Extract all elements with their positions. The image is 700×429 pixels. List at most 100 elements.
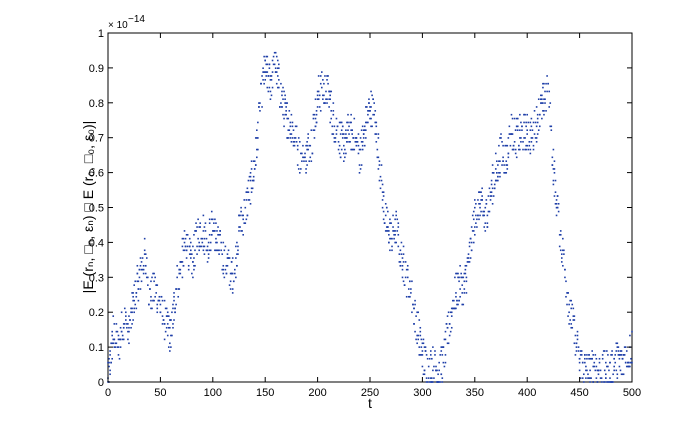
data-point xyxy=(224,245,227,248)
data-point xyxy=(293,144,296,147)
data-point xyxy=(440,373,443,376)
data-point xyxy=(519,129,521,131)
data-point xyxy=(496,179,498,182)
data-point xyxy=(318,106,321,108)
data-point xyxy=(566,292,568,294)
data-point xyxy=(171,311,173,314)
data-point xyxy=(617,346,620,348)
data-point xyxy=(385,230,388,232)
data-point xyxy=(308,160,311,162)
data-point xyxy=(275,71,278,73)
data-point xyxy=(345,129,347,131)
data-point xyxy=(606,365,608,368)
data-point xyxy=(153,299,155,302)
data-point xyxy=(569,299,571,302)
data-point xyxy=(502,160,504,162)
data-point xyxy=(592,365,595,368)
data-point xyxy=(113,338,116,341)
data-point xyxy=(449,311,452,314)
data-point xyxy=(585,377,587,379)
data-point xyxy=(257,137,259,139)
data-point xyxy=(329,94,331,97)
data-point xyxy=(630,357,632,360)
data-point xyxy=(333,137,336,139)
data-point xyxy=(325,90,327,93)
data-point xyxy=(362,137,365,139)
data-point xyxy=(366,106,368,108)
data-point xyxy=(529,148,532,151)
data-point xyxy=(527,148,530,151)
data-point xyxy=(275,82,278,85)
data-point xyxy=(428,357,431,360)
data-point xyxy=(385,206,388,209)
data-point xyxy=(278,79,280,81)
data-point xyxy=(418,354,421,356)
data-point xyxy=(404,276,407,279)
data-point xyxy=(155,292,158,294)
data-point xyxy=(474,206,476,209)
data-point xyxy=(509,133,512,135)
data-point xyxy=(172,307,174,310)
data-point xyxy=(585,365,587,368)
data-point xyxy=(449,330,452,333)
data-point xyxy=(120,330,123,333)
data-point xyxy=(575,342,578,345)
data-point xyxy=(348,125,350,128)
data-point xyxy=(545,82,547,85)
data-point xyxy=(136,280,139,283)
data-point xyxy=(278,63,280,66)
data-point xyxy=(237,253,239,255)
data-point xyxy=(252,175,255,178)
data-point xyxy=(456,299,458,302)
data-point xyxy=(616,342,619,345)
data-point xyxy=(498,172,500,174)
data-point xyxy=(113,346,116,348)
data-point xyxy=(481,199,483,201)
data-point xyxy=(617,354,620,356)
data-point xyxy=(224,268,227,271)
data-point xyxy=(436,369,438,372)
data-point xyxy=(169,350,171,352)
data-point xyxy=(206,249,209,252)
data-point xyxy=(477,214,479,217)
data-point xyxy=(109,354,111,356)
data-point xyxy=(553,168,556,170)
data-point xyxy=(360,141,363,143)
data-point xyxy=(424,346,427,348)
data-point xyxy=(450,315,453,317)
data-point xyxy=(209,241,212,244)
data-point xyxy=(285,113,287,116)
data-point xyxy=(251,179,254,182)
data-point xyxy=(343,152,345,155)
data-point xyxy=(305,168,307,170)
data-point xyxy=(560,253,563,255)
data-point xyxy=(110,361,112,364)
data-point xyxy=(369,106,371,108)
data-point xyxy=(534,121,537,124)
data-point xyxy=(387,226,389,228)
data-point xyxy=(361,148,364,151)
data-point xyxy=(118,357,121,360)
data-point xyxy=(492,195,495,197)
data-point xyxy=(249,175,252,178)
data-point xyxy=(475,222,477,224)
data-point xyxy=(460,276,462,279)
data-point xyxy=(202,245,205,248)
data-point xyxy=(433,377,435,379)
data-point xyxy=(391,245,393,248)
data-point xyxy=(538,113,541,116)
data-point xyxy=(485,199,488,201)
data-point xyxy=(330,90,333,93)
data-point xyxy=(468,241,471,244)
data-point xyxy=(422,338,425,341)
data-point xyxy=(535,137,538,139)
data-point xyxy=(589,357,591,360)
data-point xyxy=(609,377,611,379)
data-point xyxy=(208,218,211,221)
data-point xyxy=(166,334,169,337)
data-point xyxy=(562,264,564,267)
data-point xyxy=(515,156,518,159)
data-point xyxy=(329,90,331,93)
data-point xyxy=(163,323,166,325)
data-point xyxy=(248,199,251,201)
